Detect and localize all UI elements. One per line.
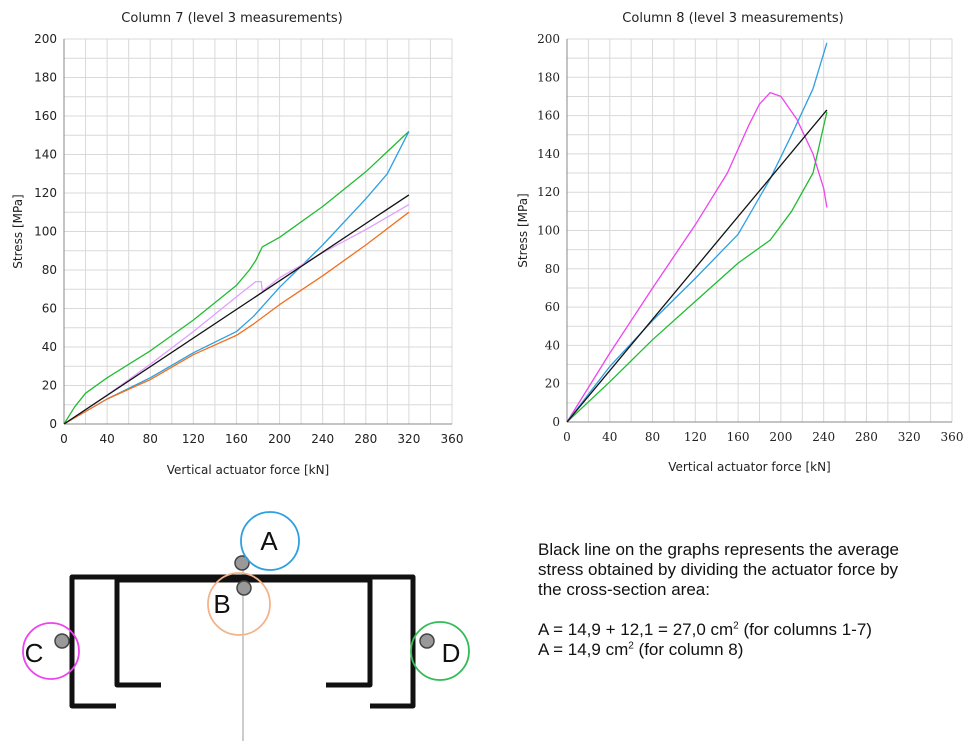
y-tick-label: 100 [34,225,57,239]
y-tick-label: 160 [537,109,560,123]
x-tick-label: 40 [602,430,617,444]
formula-2-end: (for column 8) [633,640,744,659]
series-line-2 [63,131,410,425]
y-tick-label: 20 [42,379,57,393]
label-b: B [213,589,230,619]
x-tick-label: 0 [563,430,571,444]
x-tick-label: 360 [941,430,964,444]
x-axis-label: Vertical actuator force [kN] [668,460,830,474]
gauge-d-dot [419,633,435,649]
marker-c-circle [22,622,80,680]
x-tick-label: 120 [684,430,707,444]
chart-column-7: 0 40 80 120 160 200 240 280 320 360 0 20 40 60 80 100 12… [11,11,463,477]
grid [63,38,453,425]
x-tick-label: 240 [812,430,835,444]
y-tick-label: 0 [49,417,57,431]
y-tick-label: 60 [42,302,57,316]
x-tick-label: 160 [727,430,750,444]
x-tick-label: 280 [855,430,878,444]
y-tick-label: 200 [537,32,560,46]
x-tick-label: 240 [311,432,334,446]
x-tick-label: 120 [182,432,205,446]
gauge-c-dot [54,633,70,649]
marker-b-circle [207,572,271,636]
note-line-2: stress obtained by dividing the actuator… [538,560,899,579]
formula-2-sup: 2 [628,640,634,652]
series-line-5 [63,194,410,425]
y-tick-label: 80 [545,262,560,276]
y-tick-label: 80 [42,263,57,277]
y-tick-label: 140 [34,148,57,162]
y-axis-label: Stress [MPa] [11,194,25,268]
note-line-1: Black line on the graphs represents the … [538,540,900,559]
formula-2-text: A = 14,9 cm [538,640,629,659]
x-tick-label: 200 [769,430,792,444]
series-group [63,130,410,425]
label-c: C [25,638,44,668]
explanation-text: Black line on the graphs represents the … [538,540,966,660]
tick-labels: 0 40 80 120 160 200 240 280 320 360 0 20 40 60 80 100 12… [537,32,963,444]
y-tick-label: 100 [537,224,560,238]
formula-columns-1-7: A = 14,9 + 12,1 = 27,0 cm2 (for columns … [538,620,966,640]
formula-1-text: A = 14,9 + 12,1 = 27,0 cm [538,620,734,639]
x-tick-label: 320 [397,432,420,446]
x-tick-label: 40 [99,432,114,446]
series-line-3 [566,111,828,423]
x-tick-label: 360 [441,432,464,446]
x-tick-label: 160 [225,432,248,446]
y-axis-label: Stress [MPa] [516,193,530,267]
chart-column-8: 0 40 80 120 160 200 240 280 320 360 0 20 40 60 80 100 12… [516,11,963,474]
gauge-b-dot [236,580,252,596]
marker-d-circle [410,621,470,681]
marker-a-circle [240,511,300,571]
note-line-3: the cross-section area: [538,580,710,599]
series-group [566,42,828,423]
y-tick-label: 40 [42,340,57,354]
y-tick-label: 180 [34,71,57,85]
grid [566,38,953,423]
formula-1-end: (for columns 1-7) [738,620,872,639]
x-tick-label: 320 [898,430,921,444]
y-tick-label: 120 [34,186,57,200]
formula-column-8: A = 14,9 cm2 (for column 8) [538,640,966,660]
y-tick-label: 180 [537,70,560,84]
x-tick-label: 80 [143,432,158,446]
label-a: A [260,526,278,556]
inner-channel [114,577,373,688]
y-tick-label: 60 [545,300,560,314]
x-tick-label: 280 [354,432,377,446]
y-tick-label: 20 [545,377,560,391]
y-tick-label: 40 [545,338,560,352]
cross-section-diagram: A B C D [22,511,470,741]
series-line-4 [63,211,410,425]
outer-channel [69,574,416,709]
x-tick-label: 80 [645,430,660,444]
x-tick-label: 0 [60,432,68,446]
series-line-1 [566,91,828,423]
y-tick-label: 140 [537,147,560,161]
gauge-a-dot [234,555,250,571]
series-line-4 [566,109,828,423]
series-line-3 [63,204,410,425]
chart-title: Column 8 (level 3 measurements) [622,11,843,26]
label-d: D [442,638,461,668]
series-line-1 [63,130,410,425]
y-tick-label: 160 [34,109,57,123]
chart-title: Column 7 (level 3 measurements) [121,11,342,26]
series-line-2 [566,42,828,423]
y-tick-label: 0 [552,415,560,429]
y-tick-label: 120 [537,185,560,199]
formula-1-sup: 2 [733,620,739,632]
tick-labels: 0 40 80 120 160 200 240 280 320 360 0 20 40 60 80 100 12… [34,32,463,446]
y-tick-label: 200 [34,32,57,46]
x-tick-label: 200 [268,432,291,446]
x-axis-label: Vertical actuator force [kN] [167,463,329,477]
